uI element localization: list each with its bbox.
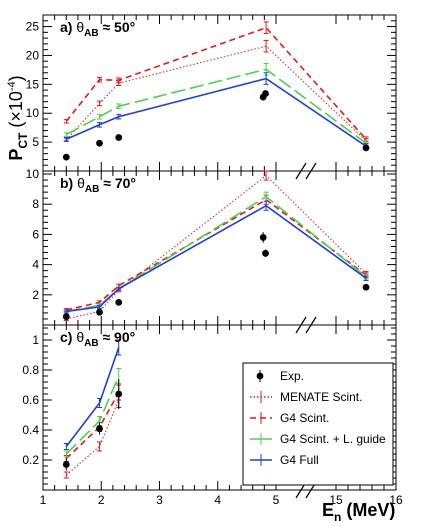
y-tick-label: 10 — [26, 106, 40, 120]
series-line — [66, 174, 367, 320]
exp-point — [96, 308, 103, 316]
x-tick-labels: 1 2 3 4 5 15 16 — [40, 493, 403, 507]
panel-2: 2 4 6 8 10 b) θAB ≈ 70° — [26, 167, 397, 334]
y-tick-label: 5 — [32, 135, 39, 149]
y-axis-title-factor: (×10 — [6, 91, 26, 133]
y-axis-title-main: P — [6, 149, 26, 161]
panel-label: c) θAB ≈ 90° — [60, 329, 135, 349]
y-tick-label: 0.2 — [22, 453, 39, 467]
exp-point — [259, 234, 267, 241]
x-axis-title-main: E — [322, 500, 334, 520]
y-axis-title: PCT (×10-4) — [6, 75, 30, 160]
legend-label: Exp. — [280, 369, 304, 383]
y-axis-title-exp: -4 — [6, 81, 18, 91]
y-tick-label: 20 — [26, 48, 40, 62]
x-tick-label: 2 — [98, 493, 105, 507]
legend-items: Exp. MENATE Scint. G4 Scint. G4 Scint. + L.… — [250, 369, 386, 467]
panel-theta-sub: AB — [85, 184, 99, 195]
y-tick-label: 0.6 — [22, 393, 39, 407]
panel-1: 5 10 15 20 25 a) θAB ≈ 50° — [26, 14, 397, 180]
y-tick-label: 6 — [32, 227, 39, 241]
panel-angle: ≈ 90° — [99, 329, 136, 345]
x-tick-label: 3 — [156, 493, 163, 507]
x-tick-label: 4 — [214, 493, 221, 507]
series-line — [65, 392, 120, 460]
exp-point — [115, 390, 123, 398]
panel-letter: c) — [60, 329, 76, 345]
y-tick-label: 25 — [26, 20, 40, 34]
series-line — [65, 26, 367, 140]
x-tick-label: 16 — [389, 493, 403, 507]
series-line — [66, 204, 367, 313]
exp-point — [262, 249, 269, 257]
exp-point — [115, 134, 123, 141]
legend-marker — [256, 372, 264, 380]
y-tick-label: 2 — [32, 288, 39, 302]
panel-angle: ≈ 70° — [99, 175, 136, 191]
series-line — [65, 375, 120, 455]
exp-point — [62, 461, 70, 468]
exp-point — [62, 153, 70, 161]
panel-frame — [42, 324, 397, 491]
legend-label: MENATE Scint. — [280, 390, 362, 404]
series-line — [66, 198, 367, 311]
y-tick-label: 4 — [32, 258, 39, 272]
y-axis-title-sub: CT — [16, 132, 30, 149]
y-tick-label: 10 — [26, 167, 40, 181]
y-axis-title-close: ) — [6, 75, 26, 81]
legend-label: G4 Full — [280, 453, 319, 467]
x-tick-label: 5 — [273, 493, 280, 507]
y-tick-label: 0.4 — [22, 423, 39, 437]
exp-point — [62, 313, 70, 321]
panel-letter: b) — [60, 175, 77, 191]
x-tick-label: 1 — [40, 493, 47, 507]
panel-theta-sub: AB — [84, 28, 98, 39]
x-tick-label: 15 — [329, 493, 343, 507]
series-line — [65, 45, 367, 142]
panel-label: b) θAB ≈ 70° — [60, 175, 136, 195]
panel-theta: θ — [76, 329, 84, 345]
exp-point — [362, 144, 370, 152]
exp-point — [96, 139, 103, 147]
legend-label: G4 Scint. — [280, 411, 329, 425]
panel-theta: θ — [77, 175, 85, 191]
panel-theta: θ — [76, 19, 84, 35]
y-tick-label: 0.8 — [22, 363, 39, 377]
series-line — [65, 347, 120, 447]
x-axis-title-sub: n — [334, 510, 341, 524]
y-tick-label: 1 — [32, 333, 39, 347]
panel-label: a) θAB ≈ 50° — [60, 19, 135, 39]
exp-point — [262, 90, 269, 97]
panel-theta-sub: AB — [84, 338, 98, 349]
panel-angle: ≈ 50° — [99, 19, 136, 35]
x-axis-title-unit: (MeV) — [341, 500, 395, 520]
y-tick-label: 15 — [26, 77, 40, 91]
exp-point — [96, 425, 103, 432]
exp-point — [115, 298, 123, 306]
x-axis-title: En (MeV) — [322, 500, 395, 524]
legend-box — [242, 362, 394, 486]
panel-letter: a) — [60, 19, 76, 35]
legend-label: G4 Scint. + L. guide — [280, 432, 386, 446]
exp-point — [362, 283, 370, 291]
y-tick-label: 8 — [32, 197, 39, 211]
series-line — [65, 399, 120, 476]
legend: Exp. MENATE Scint. G4 Scint. G4 Scint. + L.… — [242, 362, 394, 486]
